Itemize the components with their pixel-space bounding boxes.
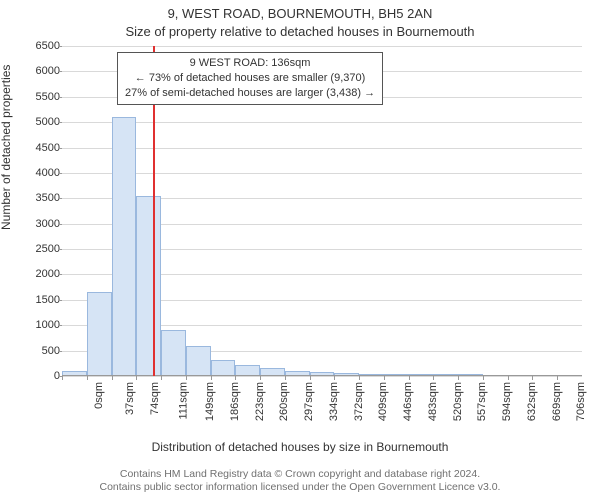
x-tick-label: 223sqm <box>254 382 266 421</box>
annotation-line3: 27% of semi-detached houses are larger (… <box>125 86 375 101</box>
y-tick-label: 6500 <box>0 40 60 52</box>
y-tick-label: 5500 <box>0 91 60 103</box>
footer-line1: Contains HM Land Registry data © Crown c… <box>0 468 600 481</box>
histogram-bar <box>186 346 211 376</box>
x-tick-label: 557sqm <box>477 382 489 421</box>
x-tick-label: 706sqm <box>576 382 588 421</box>
y-tick-label: 4000 <box>0 167 60 179</box>
page-title: 9, WEST ROAD, BOURNEMOUTH, BH5 2AN <box>0 6 600 21</box>
y-tick-label: 0 <box>0 370 60 382</box>
x-tick-label: 0sqm <box>93 382 105 409</box>
x-tick-label: 520sqm <box>452 382 464 421</box>
histogram-bar <box>112 117 137 376</box>
x-tick-label: 186sqm <box>229 382 241 421</box>
x-tick-label: 446sqm <box>402 382 414 421</box>
y-tick-label: 1500 <box>0 294 60 306</box>
gridline <box>62 376 582 377</box>
x-tick-label: 260sqm <box>278 382 290 421</box>
histogram-bar <box>136 196 161 376</box>
y-tick-label: 3500 <box>0 192 60 204</box>
x-tick-labels: 0sqm 37sqm 74sqm 111sqm 149sqm 186sqm 223sqm 26… <box>62 380 582 440</box>
x-axis-label: Distribution of detached houses by size … <box>0 440 600 454</box>
histogram-bar <box>87 292 112 376</box>
histogram-bar <box>211 360 236 376</box>
x-tick-label: 483sqm <box>427 382 439 421</box>
x-tick-label: 149sqm <box>204 382 216 421</box>
y-tick-label: 2500 <box>0 243 60 255</box>
annotation-box: 9 WEST ROAD: 136sqm ← 73% of detached ho… <box>117 52 383 105</box>
x-tick-label: 669sqm <box>551 382 563 421</box>
y-tick-label: 3000 <box>0 218 60 230</box>
x-tick-label: 37sqm <box>124 382 136 415</box>
x-tick-label: 334sqm <box>328 382 340 421</box>
y-tick-label: 500 <box>0 345 60 357</box>
x-tick-label: 74sqm <box>149 382 161 415</box>
annotation-line2: ← 73% of detached houses are smaller (9,… <box>125 71 375 86</box>
x-tick-label: 632sqm <box>526 382 538 421</box>
chart-root: 9, WEST ROAD, BOURNEMOUTH, BH5 2AN Size … <box>0 0 600 500</box>
histogram-bar <box>161 330 186 376</box>
x-tick-label: 111sqm <box>178 382 190 420</box>
x-tick-label: 297sqm <box>303 382 315 421</box>
y-tick-label: 6000 <box>0 65 60 77</box>
x-tick-label: 372sqm <box>353 382 365 421</box>
y-tick-label: 4500 <box>0 142 60 154</box>
annotation-line1: 9 WEST ROAD: 136sqm <box>125 56 375 71</box>
x-axis-baseline <box>62 375 582 376</box>
x-tick-label: 594sqm <box>501 382 513 421</box>
chart-subtitle: Size of property relative to detached ho… <box>0 24 600 39</box>
y-tick-label: 2000 <box>0 268 60 280</box>
y-tick-label: 1000 <box>0 319 60 331</box>
x-tick-label: 409sqm <box>378 382 390 421</box>
y-tick-label: 5000 <box>0 116 60 128</box>
footer-line2: Contains public sector information licen… <box>0 481 600 494</box>
plot-area: 9 WEST ROAD: 136sqm ← 73% of detached ho… <box>62 46 582 376</box>
footer-attribution: Contains HM Land Registry data © Crown c… <box>0 468 600 494</box>
